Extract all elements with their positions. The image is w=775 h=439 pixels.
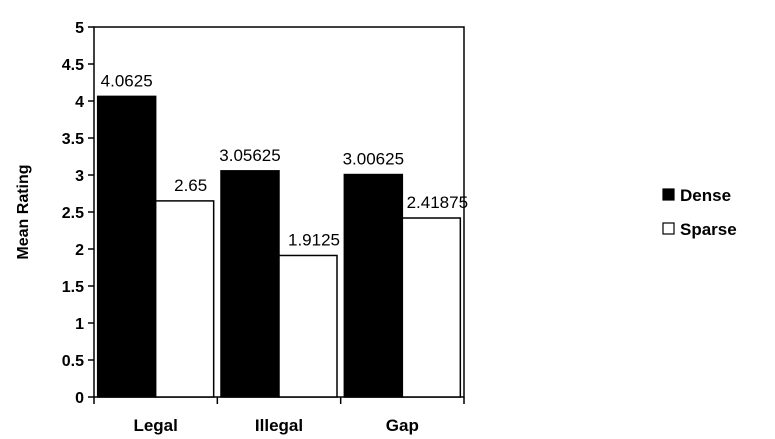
data-labels: 4.0625 2.65 3.05625 1.9125 3.00625 2.41875 [101,71,468,249]
legend: Dense Sparse [662,186,737,239]
data-label: 3.05625 [219,146,280,165]
x-axis: Legal Illegal Gap [93,397,465,435]
y-tick-label: 3.5 [62,131,84,148]
bar-sparse-illegal [278,254,338,398]
y-tick-label: 2.5 [62,205,84,222]
y-tick-label: 4 [75,94,84,111]
legend-swatch-dense [662,188,675,201]
y-tick-label: 0.5 [62,353,84,370]
y-tick-label: 2 [75,242,84,259]
legend-label-sparse: Sparse [680,220,737,239]
bar-dense-legal [96,95,157,398]
data-label: 2.65 [174,176,207,195]
data-label: 4.0625 [101,71,153,90]
y-axis-label: Mean Rating [15,164,32,259]
x-tick-label: Legal [133,416,177,435]
y-tick-label: 0 [75,390,84,407]
y-tick-label: 4.5 [62,57,84,74]
y-tick-label: 1 [75,316,84,333]
y-tick-label: 1.5 [62,279,84,296]
data-label: 3.00625 [343,150,404,169]
bar-sparse-gap [401,217,462,398]
y-tick-label: 5 [75,20,84,37]
bar-dense-gap [343,173,404,398]
data-label: 1.9125 [288,230,340,249]
bar-dense-illegal [220,170,280,398]
bars [96,95,462,398]
y-tick-label: 3 [75,168,84,185]
x-tick-label: Gap [386,416,419,435]
y-axis: 0 0.5 1 1.5 2 2.5 3 3.5 4 4.5 5 [62,20,94,407]
legend-label-dense: Dense [680,186,731,205]
x-tick-label: Illegal [255,416,303,435]
data-label: 2.41875 [407,193,468,212]
legend-swatch-sparse [662,222,675,235]
bar-sparse-legal [154,200,215,398]
